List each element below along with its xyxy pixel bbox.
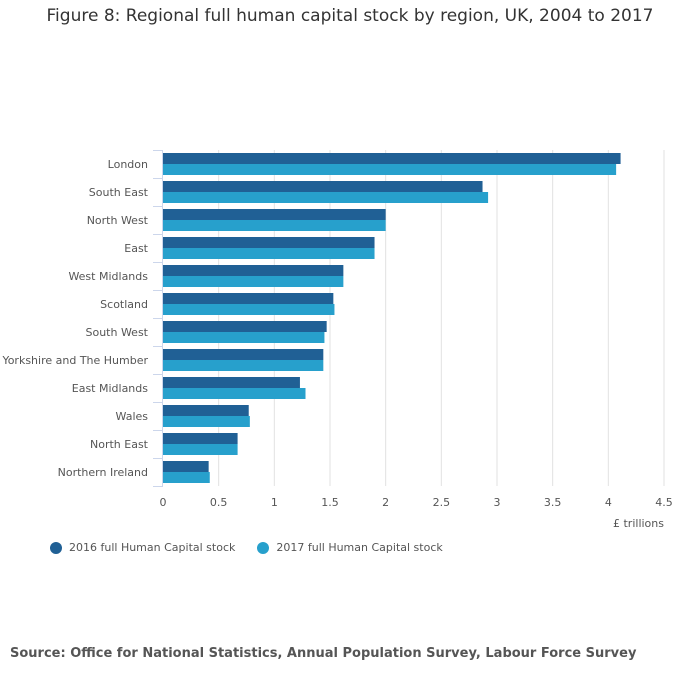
legend-marker-2017 <box>257 541 270 554</box>
legend-label-2017: 2017 full Human Capital stock <box>276 541 443 554</box>
legend-item-2016[interactable]: 2016 full Human Capital stock <box>50 541 235 554</box>
x-tick-label: 1.5 <box>321 496 339 509</box>
x-tick-label: 2 <box>382 496 389 509</box>
bar-2016 <box>163 209 386 220</box>
y-category-label: Yorkshire and The Humber <box>1 354 148 367</box>
bar-2016 <box>163 265 344 276</box>
y-category-label: East Midlands <box>72 382 149 395</box>
y-category-label: South East <box>89 186 149 199</box>
y-category-label: Scotland <box>100 298 148 311</box>
bar-2017 <box>163 164 617 175</box>
bar-2016 <box>163 237 375 248</box>
x-tick-label: 0 <box>160 496 167 509</box>
bar-2017 <box>163 472 210 483</box>
y-category-label: North East <box>90 438 149 451</box>
bar-2017 <box>163 388 306 399</box>
bar-2016 <box>163 153 621 164</box>
bar-2017 <box>163 416 250 427</box>
bar-2017 <box>163 276 344 287</box>
legend-marker-2016 <box>50 541 62 554</box>
bar-2016 <box>163 461 209 472</box>
bar-2017 <box>163 220 386 231</box>
chart-title: Figure 8: Regional full human capital st… <box>46 6 654 26</box>
x-axis-title: £ trillions <box>613 517 664 530</box>
x-tick-label: 4.5 <box>655 496 673 509</box>
bar-2017 <box>163 248 375 259</box>
legend: 2016 full Human Capital stock 2017 full … <box>50 541 443 554</box>
y-category-label: North West <box>87 214 149 227</box>
bar-2016 <box>163 349 324 360</box>
bar-2016 <box>163 321 327 332</box>
legend-item-2017[interactable]: 2017 full Human Capital stock <box>257 541 443 554</box>
x-tick-label: 3.5 <box>544 496 562 509</box>
legend-label-2016: 2016 full Human Capital stock <box>69 541 236 554</box>
source-note: Source: Office for National Statistics, … <box>10 646 637 661</box>
bar-2016 <box>163 433 238 444</box>
y-category-label: London <box>108 158 148 171</box>
bar-chart: 0 0.5 1 1.5 2 2.5 3 3.5 4 4.5 London South East Nort… <box>1 150 673 530</box>
bar-2016 <box>163 405 249 416</box>
bar-2016 <box>163 377 300 388</box>
x-tick-label: 2.5 <box>433 496 451 509</box>
bar-2017 <box>163 304 335 315</box>
x-tick-label: 1 <box>271 496 278 509</box>
y-category-label: South West <box>85 326 148 339</box>
y-category-label: West Midlands <box>68 270 148 283</box>
y-category-label: East <box>124 242 148 255</box>
x-tick-label: 0.5 <box>210 496 228 509</box>
bar-2017 <box>163 192 489 203</box>
bar-2017 <box>163 360 324 371</box>
x-tick-label: 3 <box>494 496 501 509</box>
y-category-label: Wales <box>116 410 149 423</box>
bar-2016 <box>163 181 483 192</box>
x-tick-label: 4 <box>605 496 612 509</box>
bar-2017 <box>163 444 238 455</box>
bar-2017 <box>163 332 325 343</box>
bar-2016 <box>163 293 334 304</box>
y-category-label: Northern Ireland <box>58 466 148 479</box>
